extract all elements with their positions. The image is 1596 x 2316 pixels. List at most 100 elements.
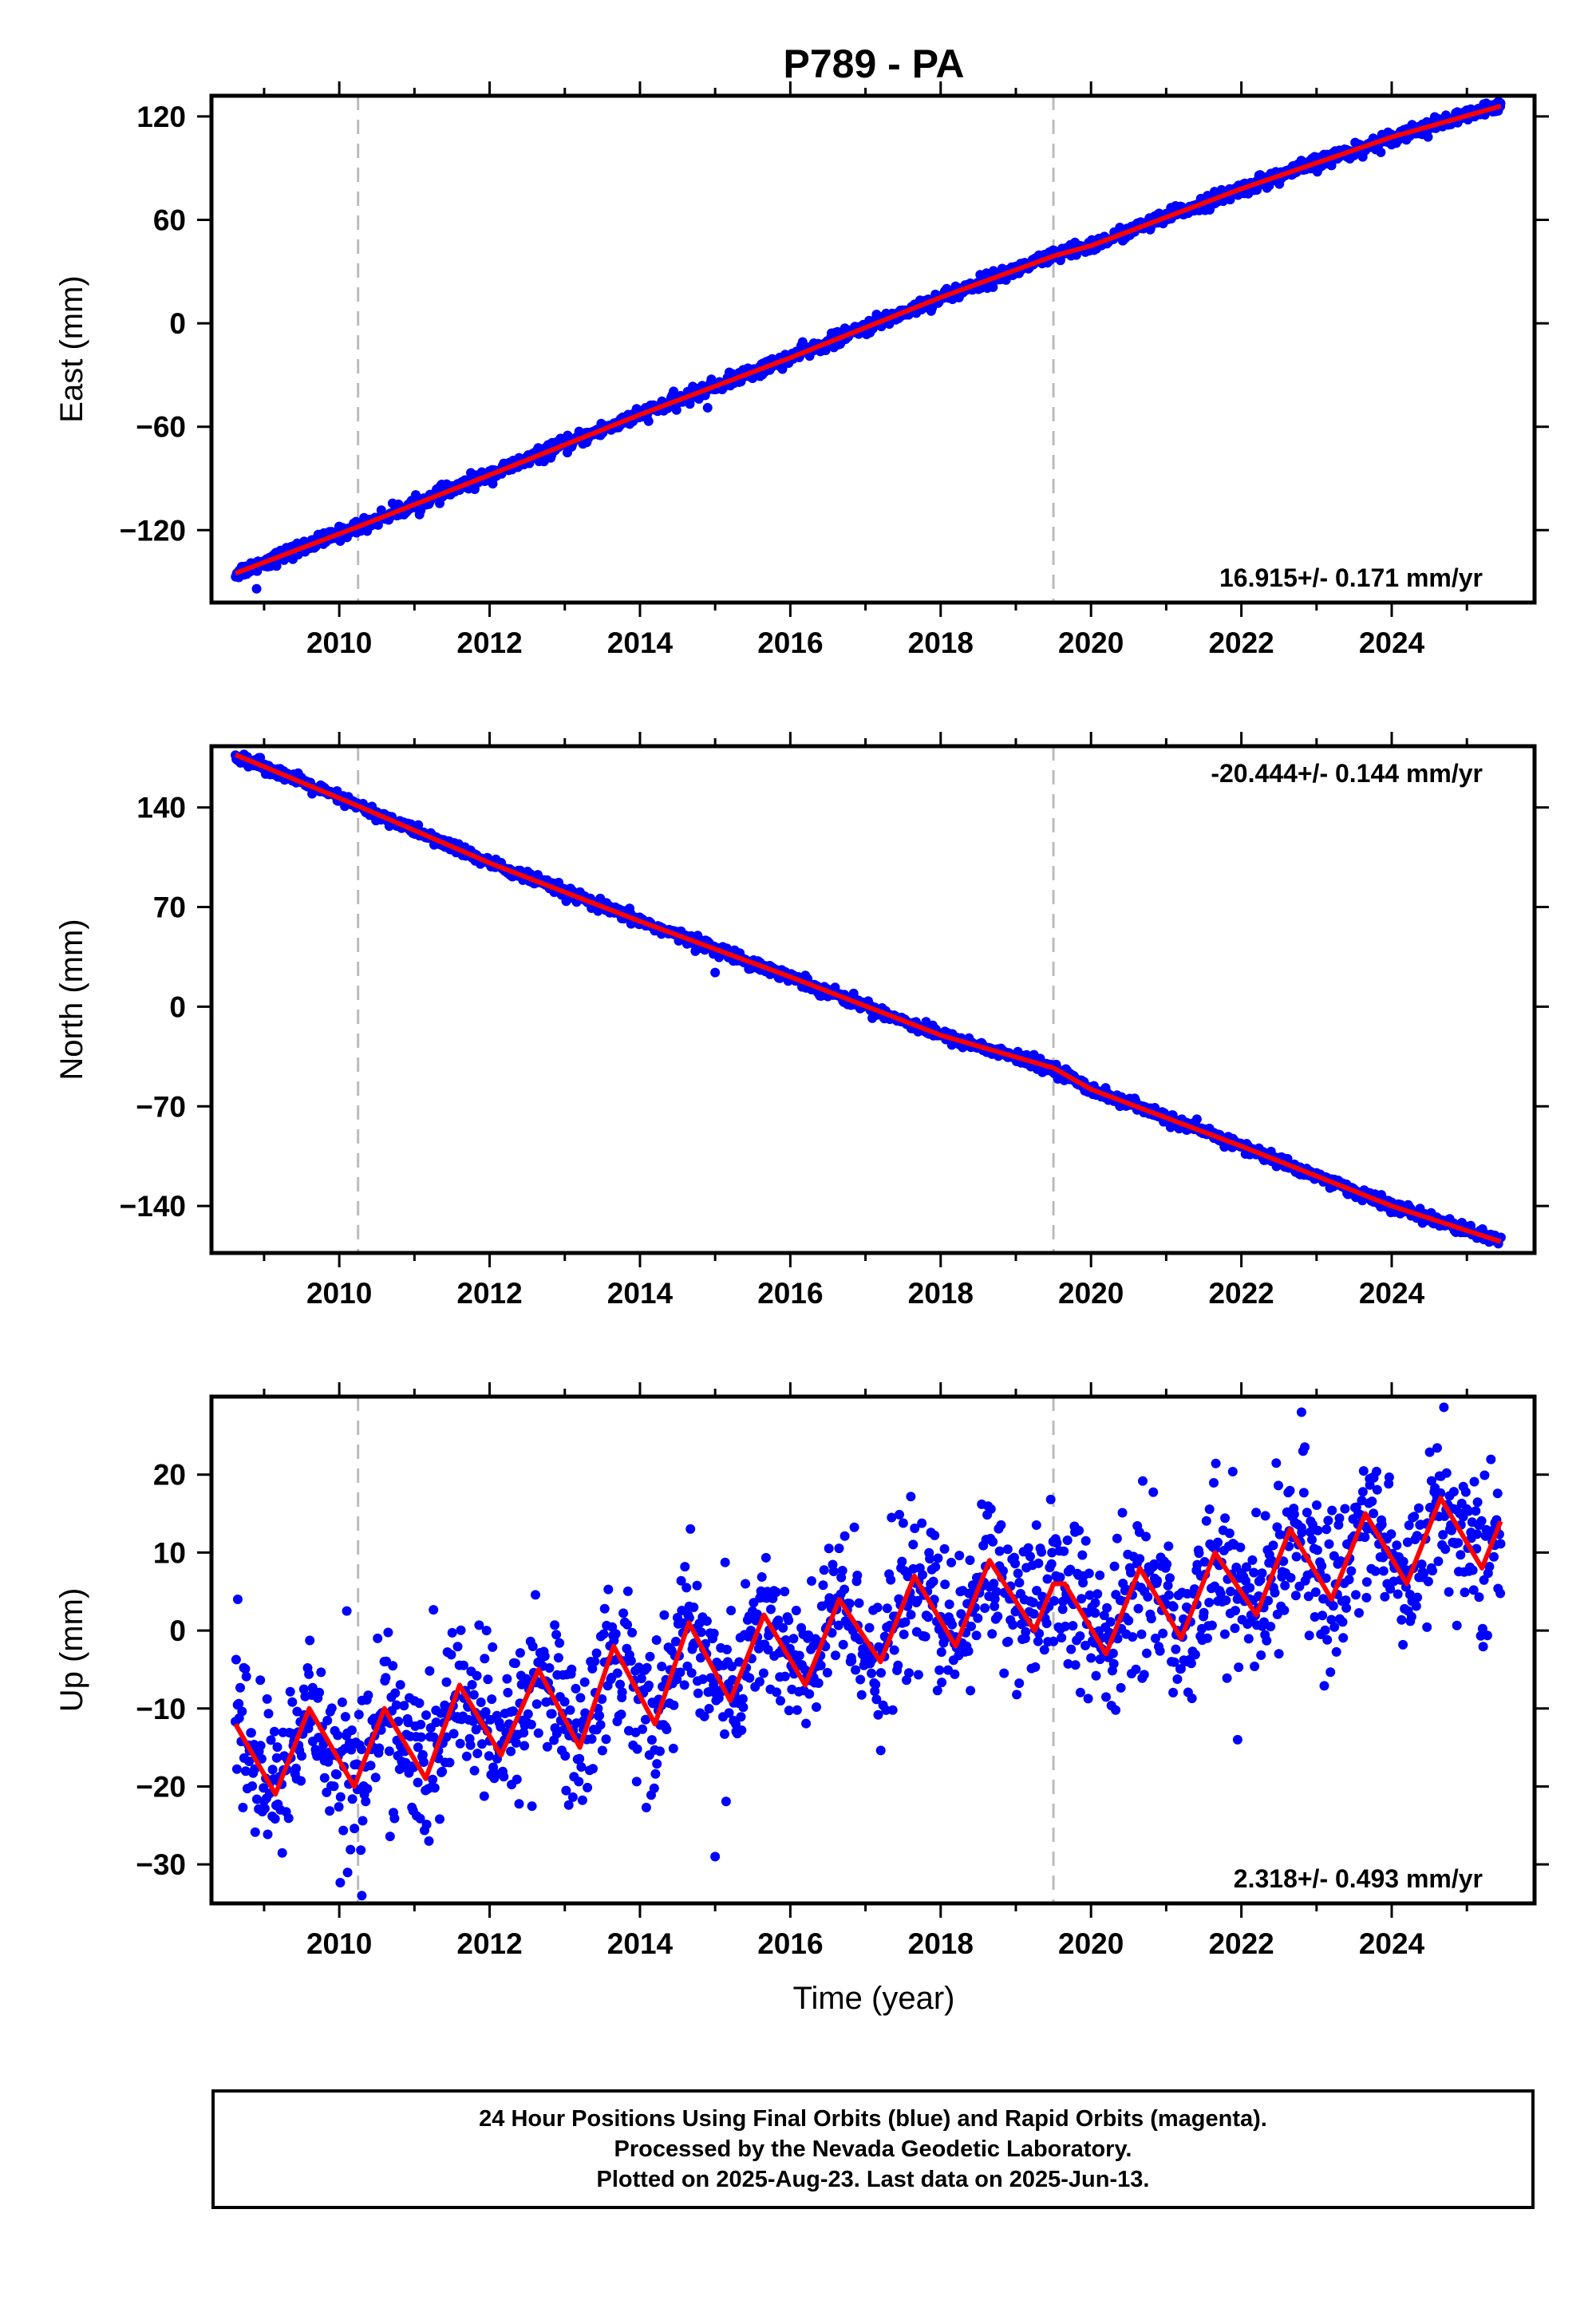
position-point: [1102, 1603, 1112, 1613]
position-point: [827, 1628, 837, 1638]
position-point: [1084, 1590, 1095, 1600]
position-point: [745, 1673, 755, 1683]
position-point: [1361, 1577, 1372, 1587]
position-point: [946, 1557, 957, 1567]
position-point: [704, 1704, 714, 1713]
position-point: [1039, 1645, 1049, 1655]
position-point: [737, 1725, 747, 1735]
position-point: [1025, 1551, 1035, 1562]
position-point: [1378, 1552, 1389, 1563]
position-point: [966, 1621, 976, 1631]
position-point: [235, 1682, 245, 1693]
position-point: [1013, 1568, 1023, 1579]
panel-north: 2010 2012 2014 2016 2018 2020 2022 2024−140−700…: [54, 732, 1549, 1310]
position-point: [934, 1665, 945, 1675]
panels: 2010 2012 2014 2016 2018 2020 2022 2024−120−600…: [54, 81, 1549, 2016]
position-point: [484, 1751, 494, 1761]
position-point: [913, 1670, 923, 1680]
position-point: [908, 1539, 918, 1550]
position-point: [776, 1696, 785, 1706]
position-point: [481, 1626, 492, 1636]
position-point: [1037, 1547, 1047, 1557]
position-point: [1049, 1636, 1059, 1646]
position-point: [965, 1555, 975, 1565]
position-point: [800, 1665, 810, 1675]
position-point: [1286, 1573, 1296, 1583]
position-point: [693, 1688, 703, 1698]
position-point: [1324, 1539, 1334, 1549]
position-point: [1101, 1692, 1111, 1702]
position-point: [471, 1725, 481, 1735]
position-point: [854, 1598, 864, 1608]
position-point: [1075, 1631, 1085, 1641]
position-point: [1219, 1629, 1230, 1639]
outlier-point: [251, 583, 262, 594]
position-point: [416, 1719, 426, 1729]
position-point: [1243, 1634, 1254, 1644]
outlier-point: [232, 1595, 243, 1604]
position-point: [784, 1615, 794, 1626]
position-point: [778, 1622, 788, 1633]
position-point: [388, 1661, 398, 1671]
model-fit-line: [233, 1496, 1503, 1797]
position-point: [622, 1586, 633, 1596]
position-point: [559, 1697, 570, 1707]
position-point: [1133, 1603, 1144, 1614]
position-point: [851, 1665, 861, 1675]
x-tick-label: 2014: [607, 1277, 674, 1310]
position-point: [1456, 1550, 1466, 1560]
position-point: [231, 1654, 241, 1665]
position-point: [502, 1674, 512, 1684]
position-point: [1194, 1548, 1204, 1559]
position-point: [1472, 1497, 1483, 1508]
position-point: [598, 1629, 609, 1639]
position-point: [738, 1702, 749, 1713]
position-point: [1222, 1673, 1232, 1683]
position-point: [595, 1720, 606, 1730]
position-point: [1464, 1506, 1474, 1516]
position-point: [259, 1783, 269, 1793]
position-point: [1168, 1687, 1179, 1697]
x-tick-label: 2022: [1208, 1927, 1274, 1960]
position-point: [1063, 1658, 1073, 1669]
position-point: [1204, 1598, 1215, 1607]
position-point: [897, 1556, 907, 1567]
position-point: [1404, 1520, 1414, 1531]
position-point: [1014, 1578, 1025, 1588]
position-point: [467, 1680, 477, 1690]
position-point: [1495, 1539, 1506, 1549]
position-point: [1047, 1547, 1057, 1558]
position-point: [574, 1777, 584, 1787]
position-point: [1274, 1649, 1284, 1659]
position-point: [1422, 1622, 1432, 1632]
daily-positions: [231, 97, 1506, 583]
position-point: [1148, 1487, 1159, 1497]
position-point: [1448, 1487, 1459, 1497]
position-point: [431, 1717, 441, 1728]
position-point: [1402, 1537, 1412, 1547]
position-point: [1313, 1525, 1323, 1535]
position-point: [1257, 1568, 1267, 1579]
position-point: [833, 1620, 843, 1630]
position-point: [1468, 1565, 1478, 1575]
position-point: [480, 1707, 491, 1717]
panel-frame: [209, 1394, 1537, 1906]
position-point: [1441, 1468, 1452, 1478]
position-point: [912, 1595, 922, 1606]
position-point: [1489, 1551, 1499, 1562]
position-point: [838, 1639, 848, 1650]
position-point: [531, 1699, 542, 1709]
position-point: [1317, 1561, 1327, 1571]
position-point: [1478, 1642, 1488, 1652]
position-point: [579, 1677, 590, 1687]
position-point: [1231, 1606, 1240, 1616]
x-tick-label: 2024: [1359, 1927, 1425, 1960]
position-point: [1008, 1620, 1018, 1630]
position-point: [384, 1746, 394, 1757]
position-point: [333, 1730, 343, 1741]
position-point: [1495, 1588, 1506, 1599]
position-point: [1131, 1664, 1141, 1674]
position-point: [724, 1708, 734, 1718]
position-point: [1162, 1559, 1172, 1569]
position-point: [734, 1657, 745, 1667]
